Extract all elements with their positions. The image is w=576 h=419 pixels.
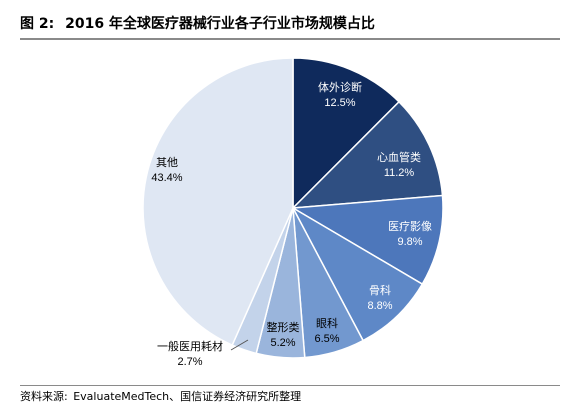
- pie-slices: [142, 57, 444, 359]
- pie-slice-7: [142, 57, 294, 347]
- pie-labels: 体外诊断 12.5% 心血管类 11.2% 医疗影像 9.8% 骨科 8.8% 眼科 6.5% 整形…: [151, 80, 432, 368]
- source-text: EvaluateMedTech、国信证券经济研究所整理: [73, 390, 302, 403]
- pie-slice-3: [291, 206, 424, 342]
- slice-value-label-5: 5.2%: [270, 337, 295, 349]
- slice-value-label-2: 9.8%: [397, 236, 422, 248]
- source-prefix: 资料来源:: [20, 390, 68, 403]
- figure-title-bar: 图 2: 2016 年全球医疗器械行业各子行业市场规模占比: [20, 14, 560, 40]
- slice-value-label-7: 43.4%: [151, 172, 182, 184]
- slice-value-label-6: 2.7%: [177, 356, 202, 368]
- pie-slice-0: [292, 57, 401, 210]
- slice-name-label-2: 医疗影像: [388, 219, 432, 233]
- slice-name-label-6: 一般医用耗材: [157, 339, 223, 353]
- slice-name-label-7: 其他: [156, 156, 178, 169]
- slice-value-label-3: 8.8%: [367, 300, 392, 312]
- slice-name-label-0: 体外诊断: [318, 80, 362, 94]
- slice-name-label-5: 整形类: [267, 320, 300, 334]
- slice-value-label-0: 12.5%: [324, 97, 355, 109]
- slice-name-label-3: 骨科: [369, 283, 391, 297]
- slice-name-label-1: 心血管类: [377, 150, 421, 164]
- leader-line-6: [230, 339, 249, 351]
- source-note: 资料来源: EvaluateMedTech、国信证券经济研究所整理: [20, 385, 560, 404]
- slice-value-label-1: 11.2%: [384, 167, 415, 179]
- slice-value-label-4: 6.5%: [314, 333, 339, 345]
- slice-name-label-4: 眼科: [316, 316, 338, 330]
- pie-slice-1: [291, 100, 444, 209]
- pie-slice-2: [290, 194, 444, 286]
- figure-title: 2016 年全球医疗器械行业各子行业市场规模占比: [65, 16, 375, 32]
- figure-label: 图 2:: [20, 16, 55, 32]
